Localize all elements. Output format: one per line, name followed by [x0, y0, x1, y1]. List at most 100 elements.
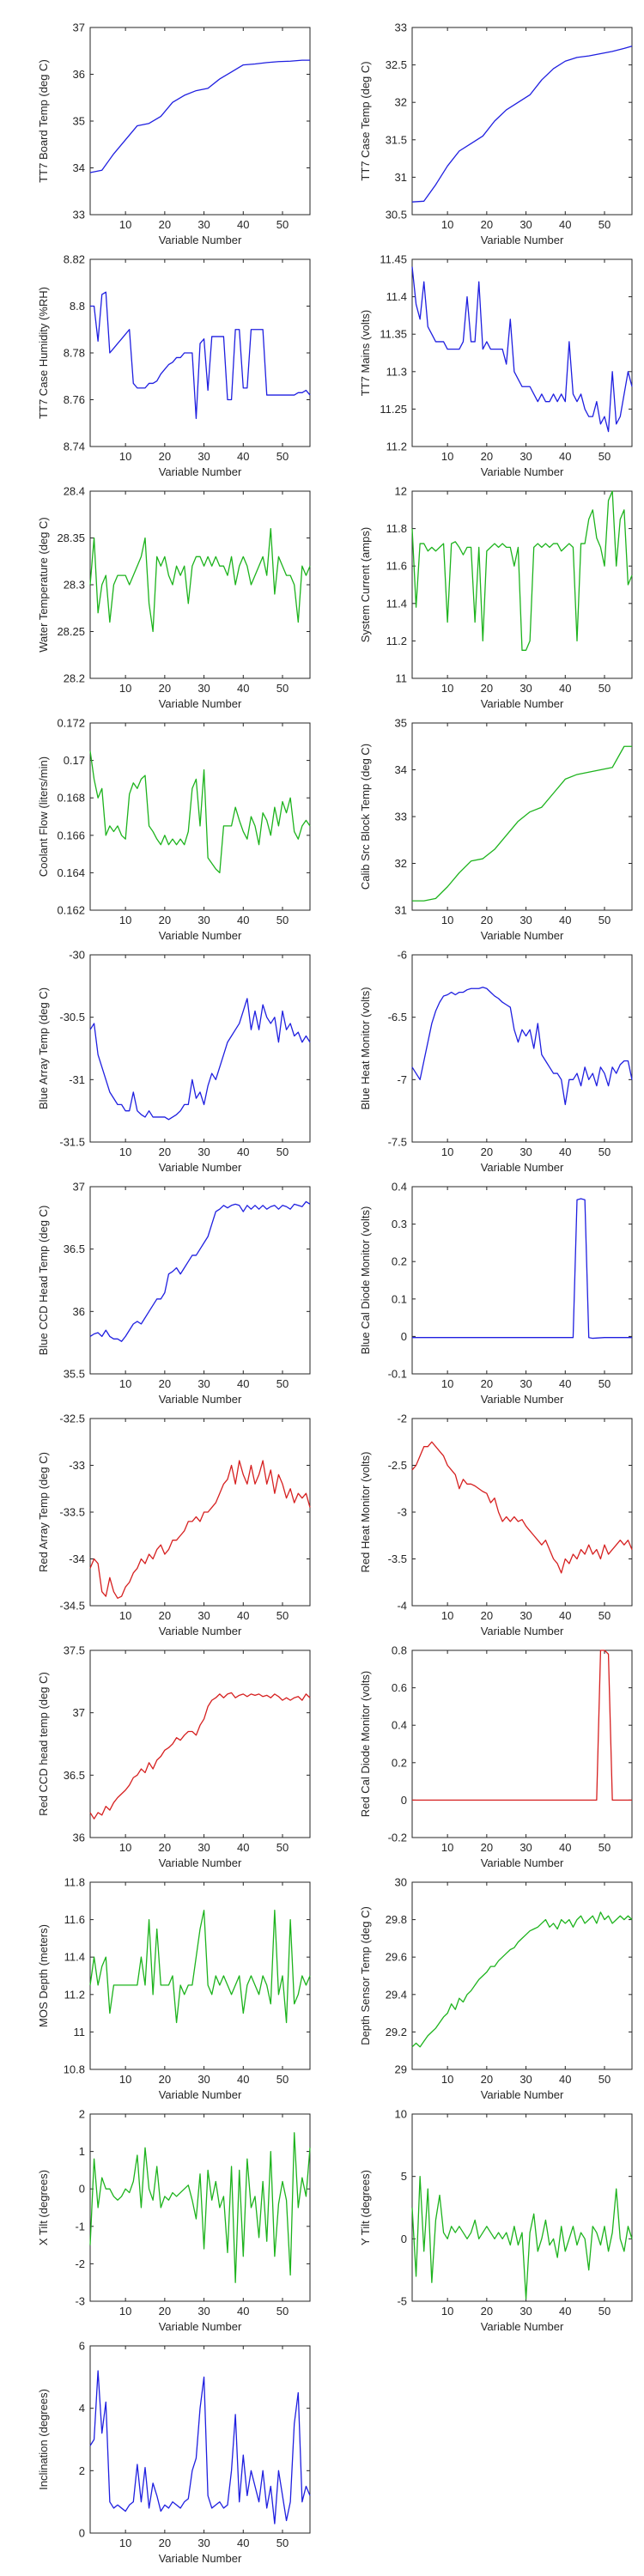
series-line: [89, 2132, 311, 2283]
x-tick-label: 30: [519, 2305, 532, 2318]
x-tick-label: 30: [197, 450, 210, 463]
chart-svg: 10 20 30 40 50 -3 -2 -1 0 1 2 Variable Number X Tilt…: [37, 2108, 311, 2333]
y-tick-label: 11.2: [386, 635, 407, 647]
x-tick-label: 20: [159, 1609, 171, 1622]
y-tick-label: -0.2: [388, 1832, 407, 1844]
x-axis-label: Variable Number: [481, 2088, 564, 2101]
x-tick-label: 10: [119, 2073, 131, 2086]
x-tick-label: 30: [197, 1377, 210, 1390]
y-tick-label: 1: [79, 2145, 85, 2158]
chart-svg: 10 20 30 40 50 28.2 28.25 28.3 28.35 28.4 Variable…: [37, 485, 311, 710]
x-tick-label: 30: [197, 682, 210, 695]
chart-panel: 10 20 30 40 50 33 34 35 36 37 Variable Number TT7 B…: [0, 0, 322, 246]
x-tick-label: 10: [119, 2537, 131, 2549]
y-tick-label: -0.1: [388, 1368, 407, 1381]
axes-frame: [89, 2113, 311, 2302]
x-tick-label: 20: [159, 682, 171, 695]
x-tick-label: 20: [481, 1841, 493, 1854]
y-tick-label: -6: [397, 949, 407, 962]
y-tick-label: 12: [395, 485, 407, 498]
x-tick-label: 20: [481, 450, 493, 463]
x-tick-label: 40: [559, 1841, 571, 1854]
y-tick-label: 11.2: [64, 1988, 85, 2001]
chart-svg: 10 20 30 40 50 31 32 33 34 35 Variable Number Calib…: [359, 717, 633, 942]
y-tick-label: 5: [401, 2170, 407, 2183]
x-tick-label: 40: [237, 2537, 249, 2549]
chart-svg: 10 20 30 40 50 36 36.5 37 37.5 Variable Number Red…: [37, 1644, 311, 1869]
axes-frame: [89, 490, 311, 679]
chart-svg: 10 20 30 40 50 0.162 0.164 0.166 0.168 0.17 0.172 V…: [37, 717, 311, 942]
y-tick-label: 8.76: [64, 393, 85, 406]
chart-svg: 10 20 30 40 50 35.5 36 36.5 37 Variable Number Blu…: [37, 1181, 311, 1406]
x-axis-label: Variable Number: [159, 1625, 242, 1637]
x-tick-label: 10: [441, 682, 453, 695]
x-tick-label: 50: [598, 682, 611, 695]
y-axis-label: Depth Sensor Temp (deg C): [359, 1906, 372, 2045]
chart-panel: 10 20 30 40 50 35.5 36 36.5 37 Variable Number Blu…: [0, 1159, 322, 1406]
x-axis-label: Variable Number: [159, 234, 242, 246]
y-tick-label: 10.8: [64, 2063, 85, 2076]
chart-svg: 10 20 30 40 50 29 29.2 29.4 29.6 29.8 30 Variable N…: [359, 1876, 633, 2101]
y-tick-label: 11.3: [386, 365, 407, 378]
y-tick-label: -3: [75, 2295, 85, 2308]
x-tick-label: 50: [598, 1377, 611, 1390]
y-tick-label: 28.2: [64, 672, 85, 685]
series-line: [412, 745, 632, 902]
y-tick-label: 35: [395, 717, 407, 730]
chart-panel: 10 20 30 40 50 36 36.5 37 37.5 Variable Number Red…: [0, 1623, 322, 1869]
y-tick-label: -2: [75, 2257, 85, 2270]
y-tick-label: 35.5: [64, 1368, 85, 1381]
y-axis-label: TT7 Mains (volts): [359, 310, 372, 396]
y-tick-label: -7: [397, 1073, 407, 1086]
y-tick-label: 30: [395, 1876, 407, 1889]
y-tick-label: 29: [395, 2063, 407, 2076]
x-tick-label: 20: [159, 450, 171, 463]
x-tick-label: 40: [237, 1841, 249, 1854]
x-tick-label: 30: [197, 218, 210, 231]
x-tick-label: 40: [237, 450, 249, 463]
y-axis-label: Water Temperature (deg C): [37, 517, 50, 653]
x-tick-label: 50: [276, 2537, 289, 2549]
y-tick-label: 0.6: [392, 1681, 407, 1694]
y-axis-label: TT7 Case Temp (deg C): [359, 61, 372, 180]
y-tick-label: 8.78: [64, 347, 85, 360]
x-tick-label: 40: [237, 2305, 249, 2318]
y-axis-label: Blue Heat Monitor (volts): [359, 987, 372, 1109]
series-line: [89, 1460, 311, 1599]
x-tick-label: 40: [559, 218, 571, 231]
y-axis-label: Blue Array Temp (deg C): [37, 987, 50, 1109]
x-axis-label: Variable Number: [159, 2552, 242, 2565]
x-tick-label: 10: [119, 1377, 131, 1390]
chart-panel: 10 20 30 40 50 10.8 11 11.2 11.4 11.6 11.8 Variable…: [0, 1855, 322, 2101]
series-line: [89, 1910, 311, 2024]
y-tick-label: -1: [75, 2220, 85, 2233]
x-tick-label: 20: [159, 218, 171, 231]
x-tick-label: 50: [276, 2073, 289, 2086]
series-line: [89, 750, 311, 874]
x-tick-label: 10: [119, 1609, 131, 1622]
y-tick-label: 32: [395, 857, 407, 870]
x-axis-label: Variable Number: [481, 929, 564, 942]
y-tick-label: 11.4: [386, 290, 407, 303]
series-line: [411, 1441, 633, 1574]
x-axis-label: Variable Number: [159, 2320, 242, 2333]
x-tick-label: 30: [519, 1377, 532, 1390]
x-axis-label: Variable Number: [481, 1161, 564, 1174]
chart-panel: 10 20 30 40 50 -3 -2 -1 0 1 2 Variable Number X Tilt…: [0, 2087, 322, 2333]
y-tick-label: 35: [73, 115, 85, 128]
y-tick-label: 33: [73, 209, 85, 222]
x-tick-label: 30: [519, 1145, 532, 1158]
y-tick-label: 34: [395, 763, 407, 776]
x-tick-label: 50: [276, 450, 289, 463]
x-tick-label: 50: [276, 914, 289, 927]
y-axis-label: Blue Cal Diode Monitor (volts): [359, 1206, 372, 1355]
x-tick-label: 50: [276, 218, 289, 231]
y-axis-label: TT7 Board Temp (deg C): [37, 59, 50, 183]
y-tick-label: 32: [395, 96, 407, 109]
y-tick-label: 2: [79, 2464, 85, 2477]
y-axis-label: Calib Src Block Temp (deg C): [359, 744, 372, 890]
y-tick-label: -4: [397, 1600, 407, 1613]
y-tick-label: -33: [69, 1459, 85, 1472]
x-tick-label: 20: [481, 1145, 493, 1158]
